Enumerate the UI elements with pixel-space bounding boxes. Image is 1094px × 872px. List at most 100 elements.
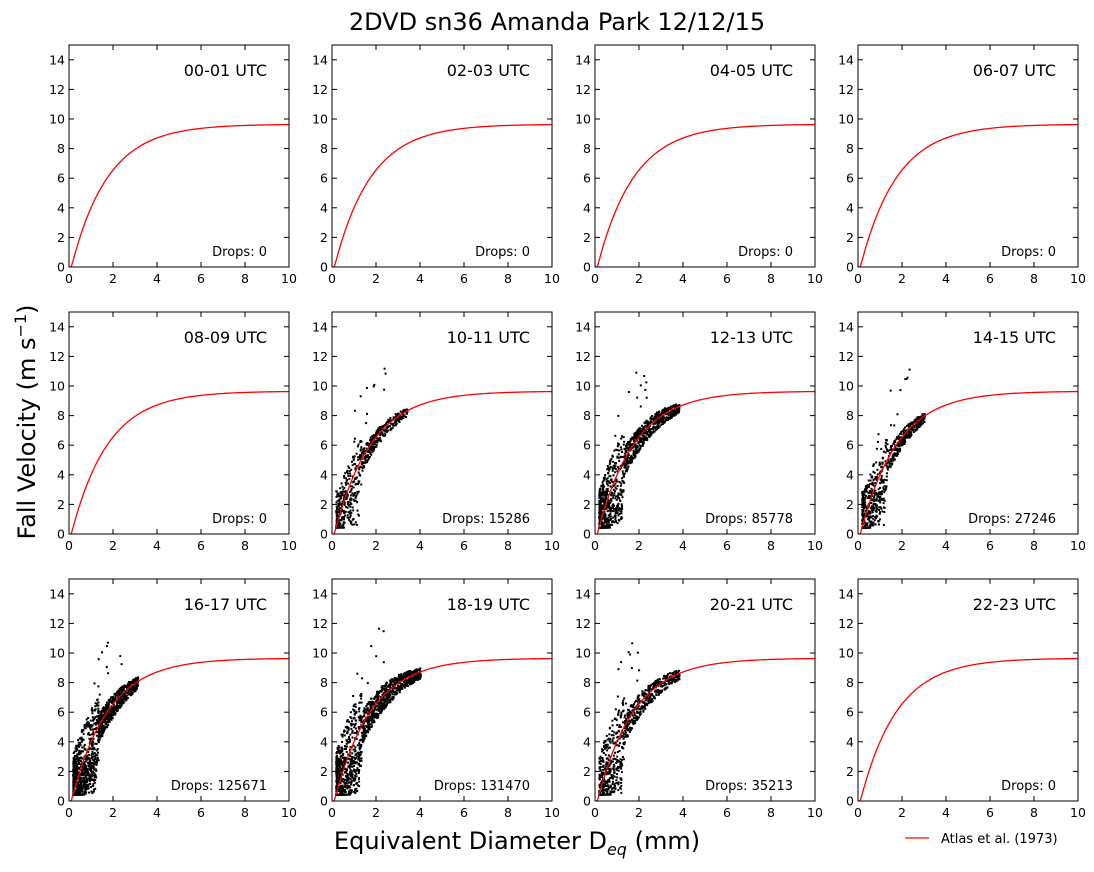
scatter-point [884, 451, 887, 454]
scatter-point [619, 446, 622, 449]
scatter-point [97, 710, 100, 713]
scatter-point [124, 698, 127, 701]
scatter-point [369, 456, 371, 458]
scatter-point [350, 520, 353, 523]
scatter-point [634, 443, 637, 446]
scatter-point [342, 526, 345, 529]
scatter-point [103, 721, 106, 724]
x-tick-label: 0 [65, 271, 73, 286]
scatter-point [335, 765, 338, 768]
scatter-point [861, 506, 864, 508]
scatter-point-outlier [639, 405, 642, 408]
scatter-point [872, 524, 875, 527]
scatter-point [95, 753, 98, 756]
scatter-point [601, 481, 604, 484]
scatter-point [338, 787, 341, 790]
scatter-point [649, 420, 652, 423]
scatter-point [91, 739, 94, 742]
scatter-point [621, 496, 624, 499]
scatter-point [618, 481, 621, 484]
scatter-point [79, 789, 82, 792]
scatter-point [866, 522, 869, 525]
scatter-point [349, 739, 351, 742]
scatter-point [366, 442, 369, 445]
scatter-point [620, 482, 623, 485]
scatter-point [626, 456, 629, 459]
scatter-point [365, 447, 368, 450]
scatter-point [92, 765, 95, 768]
panel-drops-count: Drops: 0 [212, 512, 267, 527]
scatter-point [72, 752, 75, 754]
scatter-point [364, 730, 367, 733]
scatter-point [375, 437, 378, 440]
scatter-point [80, 771, 83, 774]
scatter-point [910, 427, 913, 430]
scatter-point [93, 717, 96, 720]
axes-frame [68, 311, 290, 535]
scatter-point [870, 524, 873, 527]
scatter-point [76, 772, 79, 774]
scatter-point [898, 444, 901, 446]
scatter-point [385, 427, 388, 430]
x-tick-label: 0 [854, 538, 862, 553]
x-tick-label: 2 [898, 538, 906, 553]
scatter-point [76, 791, 79, 794]
scatter-point-outlier [107, 672, 110, 675]
scatter-point [918, 425, 921, 428]
scatter-point [125, 694, 128, 697]
scatter-point [350, 489, 353, 492]
scatter-point [115, 707, 118, 710]
scatter-point [123, 684, 126, 687]
y-tick-label: 6 [583, 438, 591, 453]
scatter-point [617, 514, 620, 517]
y-tick-label: 14 [838, 52, 854, 67]
scatter-point [364, 456, 367, 459]
scatter-point [346, 495, 349, 498]
scatter-point [97, 707, 100, 710]
scatter-point [84, 776, 87, 779]
x-tick-label: 2 [635, 538, 643, 553]
scatter-point [354, 467, 357, 470]
scatter-point [653, 426, 656, 429]
scatter-point [363, 466, 365, 469]
scatter-point [895, 449, 898, 451]
scatter-point [94, 779, 97, 782]
scatter-point [93, 755, 95, 758]
scatter-point [885, 487, 888, 490]
scatter-point [612, 474, 615, 477]
scatter-point [614, 517, 617, 519]
scatter-point [89, 777, 92, 780]
scatter-point [93, 768, 96, 771]
scatter-point [123, 693, 126, 695]
scatter-point [78, 742, 81, 745]
scatter-point [873, 492, 876, 495]
scatter-point [98, 733, 100, 736]
scatter-point [671, 412, 674, 415]
scatter-point [882, 523, 885, 526]
scatter-point [90, 769, 93, 772]
x-tick-label: 2 [372, 538, 380, 553]
scatter-point [670, 408, 673, 411]
scatter-point [382, 425, 385, 428]
scatter-point [879, 478, 882, 481]
scatter-point [79, 752, 82, 755]
scatter-point [74, 793, 77, 796]
scatter-point [866, 518, 869, 521]
scatter-point [363, 465, 365, 468]
scatter-point [367, 449, 370, 452]
scatter-point [348, 773, 351, 776]
scatter-point [866, 484, 869, 487]
scatter-point [74, 760, 77, 763]
scatter-point [873, 507, 875, 510]
scatter-point [632, 457, 634, 460]
y-tick-label: 4 [846, 467, 854, 482]
scatter-point [366, 450, 369, 453]
scatter-point [402, 416, 405, 419]
scatter-point [616, 522, 619, 525]
scatter-point [633, 457, 636, 459]
scatter-point [390, 427, 393, 430]
scatter-point [106, 715, 109, 718]
scatter-point [865, 506, 868, 509]
scatter-point [108, 719, 111, 722]
